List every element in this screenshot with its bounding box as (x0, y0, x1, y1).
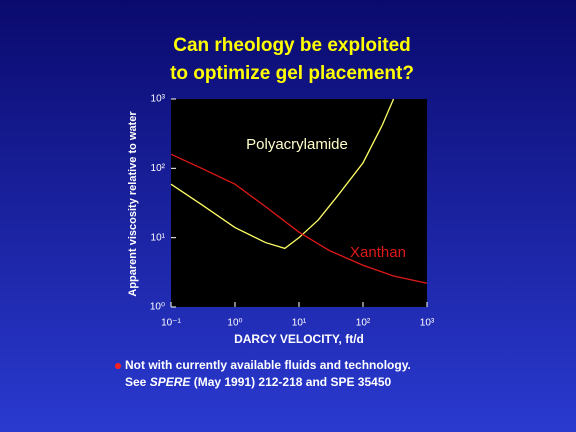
y-tick-label: 10² (151, 163, 166, 174)
x-axis-label: DARCY VELOCITY, ft/d (234, 332, 364, 346)
footnote-part: See (125, 375, 150, 389)
x-tick-label: 10² (356, 318, 371, 329)
footnote-part: (May 1991) 212-218 and SPE 35450 (190, 375, 391, 389)
plot-area (171, 99, 427, 307)
footnote: See SPERE (May 1991) 212-218 and SPE 354… (125, 375, 391, 389)
y-tick-label: 10⁰ (150, 302, 165, 313)
footnote-part: SPERE (150, 375, 192, 389)
series-line (170, 98, 395, 250)
bullet (115, 363, 121, 369)
y-tick-label: 10³ (151, 94, 166, 105)
series-line (170, 153, 428, 284)
series-label: Xanthan (350, 244, 406, 261)
y-tick-label: 10¹ (151, 232, 166, 243)
x-tick-label: 10⁰ (227, 318, 242, 329)
footnote: Not with currently available fluids and … (125, 358, 411, 372)
x-tick-label: 10⁻¹ (161, 318, 181, 329)
x-tick-label: 10¹ (292, 318, 307, 329)
x-tick-label: 10³ (420, 318, 435, 329)
chart-title: to optimize gel placement? (170, 63, 414, 84)
series-label: Polyacrylamide (246, 136, 348, 153)
chart-title: Can rheology be exploited (173, 35, 411, 56)
y-axis-label: Apparent viscosity relative to water (127, 111, 139, 297)
